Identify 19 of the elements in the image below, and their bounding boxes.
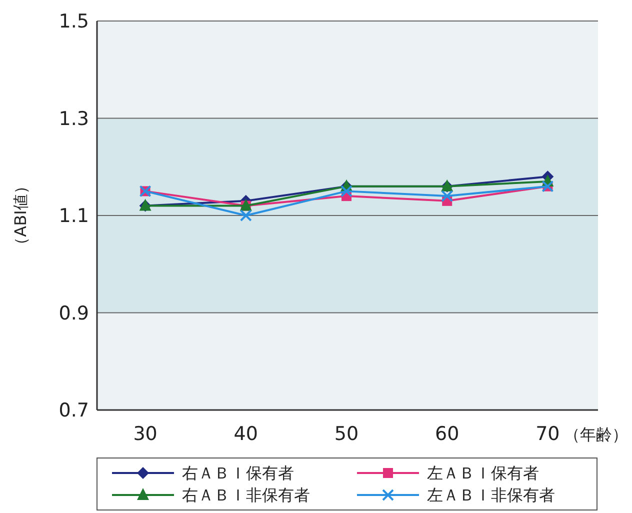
x-tick-label: 50 (334, 423, 359, 445)
x-tick-label: 40 (234, 423, 258, 445)
legend-label: 右ＡＢＩ非保有者 (182, 486, 310, 505)
y-tick-label: 1.3 (58, 108, 89, 130)
point (240, 210, 252, 222)
legend-label: 左ＡＢＩ非保有者 (427, 486, 555, 505)
legend-label: 左ＡＢＩ保有者 (427, 464, 539, 483)
point (340, 185, 352, 198)
y-tick-label: 0.7 (58, 400, 89, 422)
y-tick-label: 1.5 (58, 10, 89, 33)
x-axis-title: （年齢） (564, 425, 628, 444)
legend-label: 右ＡＢＩ保有者 (182, 464, 294, 483)
point (441, 190, 454, 202)
y-tick-label: 0.9 (58, 302, 89, 324)
x-tick-label: 60 (435, 423, 460, 445)
y-axis-title: （ABI値） (11, 178, 30, 253)
x-tick-label: 70 (536, 423, 560, 445)
x-tick-label: 30 (133, 423, 158, 445)
y-tick-label: 1.1 (58, 205, 89, 228)
